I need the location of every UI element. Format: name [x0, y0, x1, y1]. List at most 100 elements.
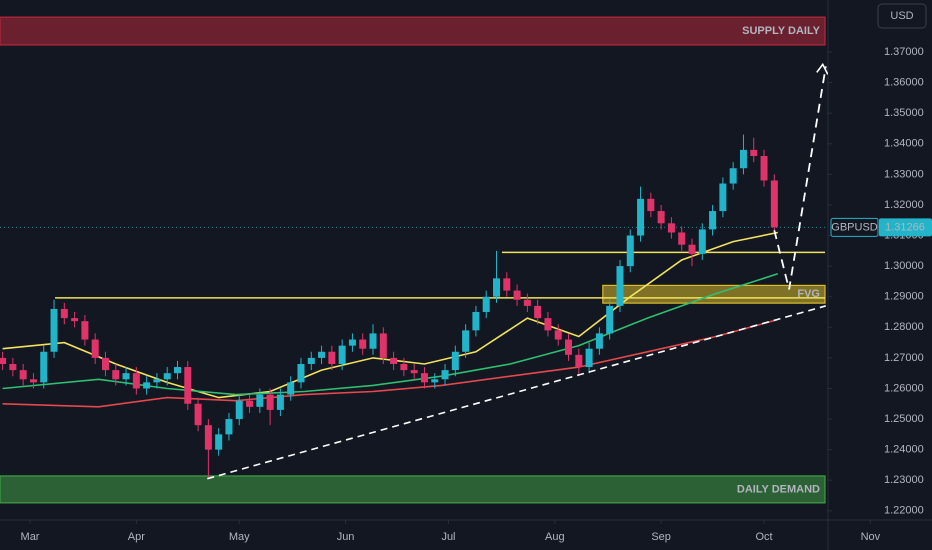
zone — [0, 475, 826, 504]
x-tick-label: Oct — [755, 531, 772, 543]
candle-body — [225, 419, 233, 435]
candle-body — [359, 339, 367, 349]
candle-body — [71, 318, 79, 322]
moving-average — [2, 231, 778, 399]
candle-body — [606, 305, 614, 334]
moving-average — [2, 318, 779, 408]
candle-body — [523, 299, 531, 306]
candle-body — [40, 351, 48, 383]
candle-body — [112, 370, 120, 380]
candle-body — [565, 339, 573, 355]
candle-body — [729, 168, 737, 184]
candle-body — [390, 357, 398, 364]
candle-body — [153, 379, 161, 383]
candle-body — [276, 394, 284, 410]
zone — [0, 16, 826, 46]
price-tag — [879, 218, 932, 237]
candle-body — [585, 348, 593, 368]
y-tick-label: 1.30000 — [884, 260, 924, 272]
plot-area: SUPPLY DAILY DAILY DEMAND FVG — [0, 16, 828, 504]
candle-body — [534, 305, 542, 319]
x-tick-label: Aug — [545, 531, 565, 543]
candle-body — [678, 232, 686, 245]
candle-body — [328, 351, 336, 364]
candle-body — [667, 223, 675, 233]
candle-body — [132, 373, 140, 389]
x-tick-label: Jul — [441, 531, 455, 543]
candle-body — [616, 266, 624, 306]
x-tick-label: Mar — [21, 531, 40, 543]
zone-label: SUPPLY DAILY — [742, 25, 821, 37]
candle-body — [235, 400, 243, 420]
candle-body — [513, 290, 521, 300]
x-tick-label: Sep — [651, 531, 671, 543]
candle-body — [410, 370, 418, 374]
symbol-label: GBPUSD — [831, 221, 878, 233]
candle-body — [338, 345, 346, 364]
y-tick-label: 1.32000 — [884, 199, 924, 211]
candle-body — [50, 308, 58, 352]
candle-body — [246, 400, 254, 407]
candle-body — [163, 373, 171, 380]
candle-body — [719, 183, 727, 212]
y-tick-label: 1.34000 — [884, 138, 924, 150]
candle-body — [647, 198, 655, 212]
candle-body — [215, 434, 223, 450]
y-tick-label: 1.22000 — [884, 505, 924, 517]
candle-body — [194, 403, 202, 426]
candle-body — [29, 379, 37, 383]
candle-body — [451, 351, 459, 371]
candle-body — [750, 149, 758, 156]
candle-body — [143, 382, 151, 389]
candle-body — [256, 394, 264, 407]
candle-body — [503, 278, 511, 291]
candle-body — [60, 308, 68, 319]
candle-body — [575, 354, 583, 368]
symbol-tag — [830, 217, 879, 237]
y-tick-label: 1.23000 — [884, 474, 924, 486]
candle-body — [400, 364, 408, 371]
projection — [773, 66, 827, 290]
currency-button[interactable] — [877, 3, 927, 29]
candle-body — [441, 370, 449, 380]
candle-body — [482, 296, 490, 312]
candle-body — [698, 229, 706, 254]
price-label: 1.31266 — [885, 221, 925, 233]
candle-body — [760, 156, 768, 181]
candle-body — [81, 321, 89, 340]
candle-body — [91, 339, 99, 358]
candle-body — [348, 339, 356, 346]
candle-body — [770, 180, 778, 228]
candle-body — [266, 394, 274, 410]
candle-body — [379, 333, 387, 358]
x-tick-label: Nov — [861, 531, 881, 543]
candle-body — [101, 357, 109, 371]
x-tick-label: Apr — [128, 531, 145, 543]
candle-body — [688, 244, 696, 254]
candle-body — [657, 211, 665, 224]
y-tick-label: 1.29000 — [884, 291, 924, 303]
y-tick-label: 1.24000 — [884, 444, 924, 456]
y-tick-label: 1.35000 — [884, 107, 924, 119]
zone-label: DAILY DEMAND — [737, 483, 820, 495]
candle-body — [626, 235, 634, 267]
candle-body — [637, 198, 645, 236]
candle-body — [287, 382, 295, 395]
candle-body — [492, 278, 500, 297]
candle-body — [595, 333, 603, 349]
candle-body — [462, 330, 470, 352]
candle-body — [184, 367, 192, 404]
candle-body — [297, 364, 305, 383]
y-tick-label: 1.28000 — [884, 321, 924, 333]
currency-label: USD — [890, 10, 913, 22]
candle-body — [307, 357, 315, 364]
candle-body — [431, 379, 439, 383]
candle-body — [472, 312, 480, 331]
candle-body — [318, 351, 326, 358]
candle-body — [122, 373, 130, 380]
candle-body — [19, 370, 27, 380]
candle-body — [739, 149, 747, 169]
y-tick-label: 1.37000 — [884, 46, 924, 58]
candle-body — [554, 330, 562, 340]
